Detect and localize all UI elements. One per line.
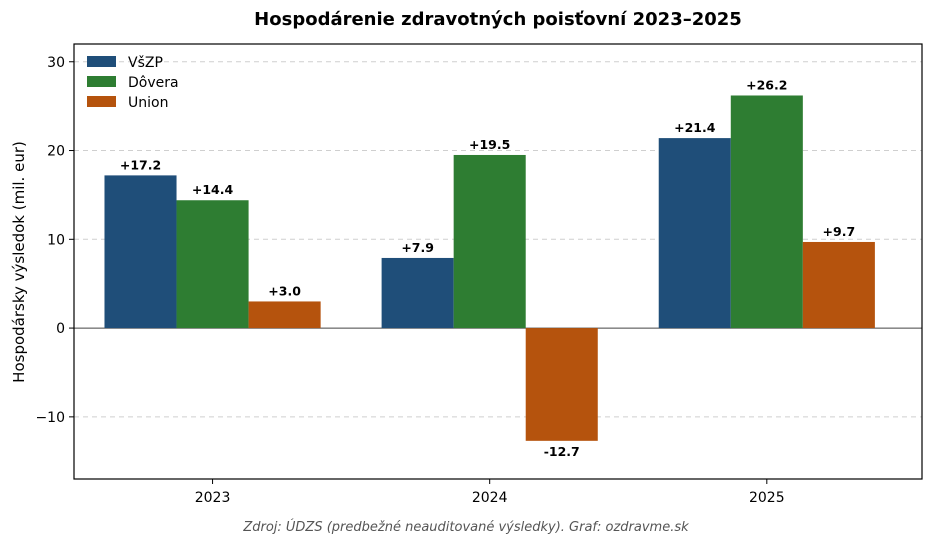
data-label: +14.4	[192, 182, 234, 197]
legend: VšZP Dôvera Union	[87, 55, 179, 111]
legend-swatch	[87, 96, 116, 107]
data-label: +9.7	[823, 224, 856, 239]
bar-vzp-2024	[381, 257, 454, 329]
bar-vzp-2025	[658, 138, 731, 329]
data-label: +21.4	[674, 120, 716, 135]
legend-label: Union	[128, 95, 168, 111]
bars-layer: +17.2 +7.9 +21.4 +14.4 +19.5 +26.2 +3.0 -12.7 +9…	[104, 77, 875, 459]
bar-dvera-2024	[453, 154, 526, 329]
data-label: +26.2	[746, 77, 787, 92]
data-label: -12.7	[544, 444, 580, 459]
axis-layer: −10 0 10 20 30 2023 2024 2025	[35, 55, 784, 506]
data-label: +19.5	[469, 137, 510, 152]
y-tick-label: −10	[35, 410, 65, 426]
y-tick-label: 10	[47, 232, 65, 248]
chart-title: Hospodárenie zdravotných poisťovní 2023–…	[254, 9, 742, 30]
data-label: +17.2	[120, 157, 161, 172]
data-label: +7.9	[401, 240, 434, 255]
bar-union-2025	[802, 241, 875, 329]
x-tick-label: 2023	[195, 490, 231, 506]
bar-dvera-2023	[176, 200, 249, 329]
y-axis-label: Hospodársky výsledok (mil. eur)	[10, 141, 28, 383]
bar-union-2024	[525, 328, 598, 441]
y-tick-label: 0	[56, 321, 65, 337]
legend-label: Dôvera	[128, 75, 179, 91]
y-tick-label: 30	[47, 55, 65, 71]
bar-dvera-2025	[730, 95, 803, 329]
legend-swatch	[87, 56, 116, 67]
x-tick-label: 2025	[749, 490, 785, 506]
x-tick-label: 2024	[472, 490, 508, 506]
y-tick-label: 20	[47, 144, 65, 160]
source-note: Zdroj: ÚDZS (predbežné neauditované výsl…	[242, 519, 689, 535]
bar-union-2023	[248, 301, 321, 329]
data-label: +3.0	[268, 283, 301, 298]
bar-vzp-2023	[104, 175, 177, 329]
legend-swatch	[87, 76, 116, 87]
plot-frame	[73, 43, 923, 480]
legend-label: VšZP	[128, 55, 163, 71]
